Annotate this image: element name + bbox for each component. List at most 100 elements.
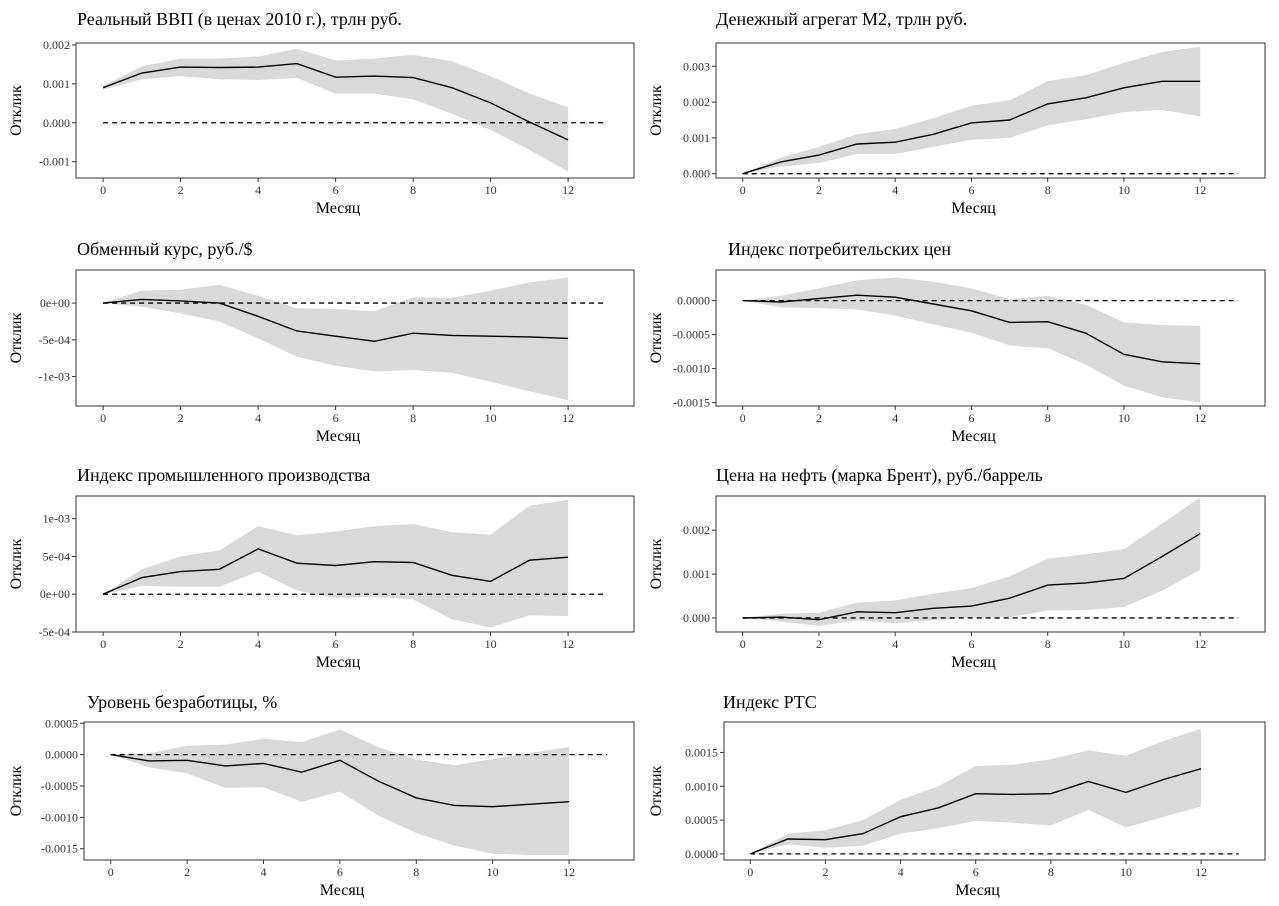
x-tick-label: 10 [487,865,499,879]
y-tick-label: -0.0010 [41,810,78,824]
x-tick-label: 4 [892,411,898,425]
x-tick-label: 4 [892,637,898,651]
x-axis-title: Месяц [955,882,1000,899]
y-tick-label: 0.0010 [685,779,718,793]
y-tick-label: -5e-04 [39,625,70,639]
confidence-band [103,277,569,401]
x-tick-label: 10 [1120,865,1132,879]
confidence-band [750,728,1202,854]
x-tick-label: 6 [968,637,974,651]
plot-frame [715,495,1266,633]
chart-title: Денежный агрегат М2, трлн руб. [716,9,968,29]
chart-plot: 0 2 4 6 8 10 12 -1e-03 -5e-04 0e+00 Месяц Отклик [8,269,635,445]
y-tick-label: -0.0005 [41,779,78,793]
response-line [103,298,569,343]
y-tick-label: 0e+00 [40,587,70,601]
chart-title: Индекс промышленного производства [77,465,371,485]
plot-frame [75,42,635,179]
x-tick-label: 2 [816,183,822,197]
x-tick-label: 12 [562,411,574,425]
y-tick-label: -0.0010 [673,362,710,376]
y-tick-label: 0.002 [683,95,710,109]
x-tick-label: 8 [410,637,416,651]
x-tick-label: 2 [822,865,828,879]
x-tick-label: 6 [333,183,339,197]
x-tick-label: 0 [100,183,106,197]
confidence-band [742,277,1201,403]
x-tick-label: 4 [255,411,261,425]
chart-plot: 0 2 4 6 8 10 12 -0.001 0.000 0.001 0.002 Месяц Откли… [8,38,635,217]
x-tick-label: 4 [898,865,904,879]
y-axis-title: Отклик [648,765,665,816]
plot-frame [715,42,1266,179]
x-tick-label: 8 [410,183,416,197]
x-tick-label: 6 [337,865,343,879]
chart-panel-7: Уровень безработицы, % 0 2 4 6 8 10 12 -0.0015 -… [0,678,640,906]
x-tick-label: 8 [413,865,419,879]
confidence-band [742,497,1201,626]
x-tick-label: 4 [261,865,267,879]
response-line [742,294,1201,365]
x-tick-label: 12 [1194,411,1206,425]
y-axis-title: Отклик [648,312,665,363]
y-axis-title: Отклик [8,312,25,363]
confidence-band [103,48,569,172]
y-tick-label: 0.000 [683,167,710,181]
y-axis-title: Отклик [648,85,665,136]
y-tick-label: 0.001 [683,131,710,145]
x-tick-label: 2 [178,183,184,197]
chart-panel-5: Индекс промышленного производства 0 2 4 6 8 1… [0,452,640,678]
x-tick-label: 8 [410,411,416,425]
x-tick-label: 2 [178,411,184,425]
x-tick-label: 6 [333,637,339,651]
plot-frame [723,721,1266,861]
x-tick-label: 2 [178,637,184,651]
chart-plot: 0 2 4 6 8 10 12 0.0000 0.0005 0.0010 0.0015 Месяц От… [648,721,1266,899]
x-axis-title: Месяц [320,882,365,899]
y-tick-label: 0.000 [43,116,70,130]
y-tick-label: -1e-03 [39,370,70,384]
chart-panel-1: Реальный ВВП (в ценах 2010 г.), трлн руб… [0,0,640,226]
y-tick-label: -0.0015 [41,842,78,856]
x-tick-label: 10 [485,637,497,651]
x-tick-label: 4 [255,183,261,197]
y-tick-label: 0.001 [43,77,70,91]
x-tick-label: 12 [1195,865,1207,879]
confidence-band [110,729,570,855]
x-tick-label: 8 [1045,411,1051,425]
response-line [102,62,569,141]
chart-title: Индекс потребительских цен [728,239,951,259]
chart-plot: 0 2 4 6 8 10 12 -5e-04 0e+00 5e-04 1e-03 Месяц Откли… [8,495,635,671]
x-tick-label: 0 [100,411,106,425]
x-tick-label: 0 [740,183,746,197]
y-tick-label: 0.0015 [685,745,718,759]
x-tick-label: 8 [1045,183,1051,197]
chart-plot: 0 2 4 6 8 10 12 0.000 0.001 0.002 0.003 Месяц Отклик [648,42,1266,217]
x-tick-label: 8 [1045,637,1051,651]
x-tick-label: 6 [973,865,979,879]
x-tick-label: 2 [184,865,190,879]
x-tick-label: 8 [1048,865,1054,879]
y-tick-label: 0.002 [683,523,710,537]
y-tick-label: 0.0000 [685,847,718,861]
x-tick-label: 10 [1118,411,1130,425]
x-tick-label: 0 [740,637,746,651]
x-axis-title: Месяц [951,654,996,671]
response-line [102,548,569,595]
response-line [110,753,570,808]
x-tick-label: 12 [562,637,574,651]
x-tick-label: 10 [485,183,497,197]
x-tick-label: 12 [1194,183,1206,197]
chart-plot: 0 2 4 6 8 10 12 0.000 0.001 0.002 Месяц Отклик [648,495,1266,671]
x-tick-label: 0 [108,865,114,879]
x-tick-label: 6 [333,411,339,425]
chart-title: Индекс РТС [723,692,817,712]
response-line [750,768,1202,855]
y-axis-title: Отклик [8,765,25,816]
y-tick-label: 0.000 [683,611,710,625]
response-line [742,533,1201,621]
y-tick-label: 0.0000 [677,294,710,308]
y-tick-label: 0.002 [43,38,70,52]
y-tick-label: 0.0005 [45,716,78,730]
x-axis-title: Месяц [951,428,996,445]
